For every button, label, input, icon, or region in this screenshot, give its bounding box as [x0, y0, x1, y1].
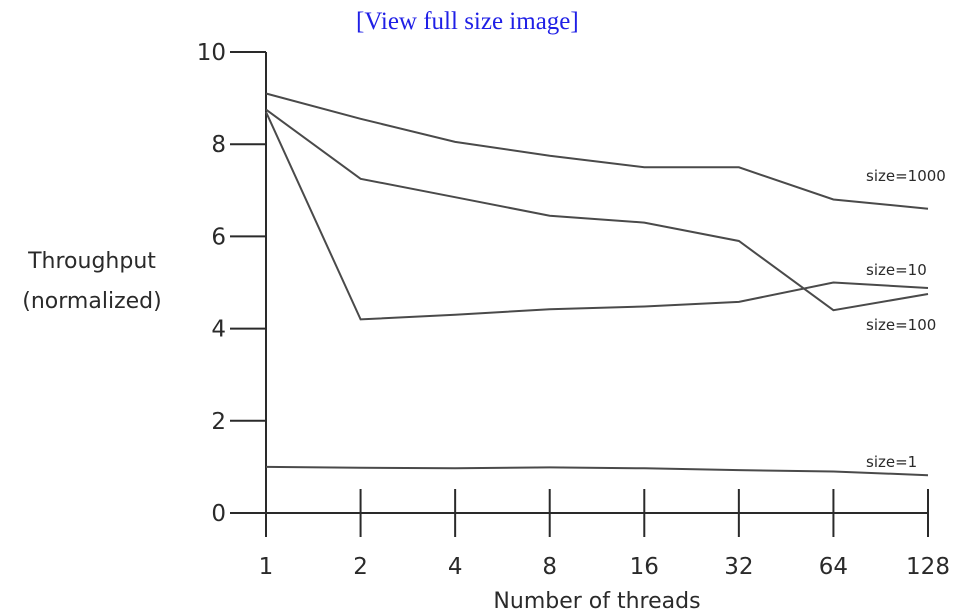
series-label: size=10 — [866, 261, 927, 279]
series-line-size-1000 — [265, 92, 929, 210]
x-tick-label: 64 — [819, 554, 848, 580]
x-tick-label: 4 — [448, 554, 463, 580]
x-tick-label: 16 — [630, 554, 659, 580]
series-label: size=1000 — [866, 167, 946, 185]
x-tick-label: 1 — [259, 554, 274, 580]
y-tick-label: 8 — [211, 132, 226, 158]
x-axis-title: Number of threads — [493, 589, 700, 614]
series-line-size-100 — [265, 108, 929, 312]
y-tick-label: 2 — [211, 409, 226, 435]
chart-series — [265, 92, 929, 477]
view-full-size-link[interactable]: [View full size image] — [356, 8, 579, 35]
y-tick-label: 4 — [211, 317, 226, 343]
x-tick-label: 128 — [906, 554, 950, 580]
series-line-size-10 — [265, 111, 929, 321]
chart-labels: Number of threads Throughput (normalized) s… — [22, 167, 946, 614]
y-axis-title-line2: (normalized) — [22, 289, 161, 314]
y-tick-label: 0 — [211, 501, 226, 527]
x-tick-label: 32 — [724, 554, 753, 580]
y-tick-label: 10 — [197, 40, 226, 66]
x-tick-label: 2 — [353, 554, 368, 580]
series-label: size=100 — [866, 316, 936, 334]
series-line-size-1 — [265, 465, 929, 477]
y-axis-title-line1: Throughput — [27, 249, 156, 274]
x-tick-label: 8 — [542, 554, 557, 580]
y-tick-label: 6 — [211, 224, 226, 250]
series-label: size=1 — [866, 453, 917, 471]
